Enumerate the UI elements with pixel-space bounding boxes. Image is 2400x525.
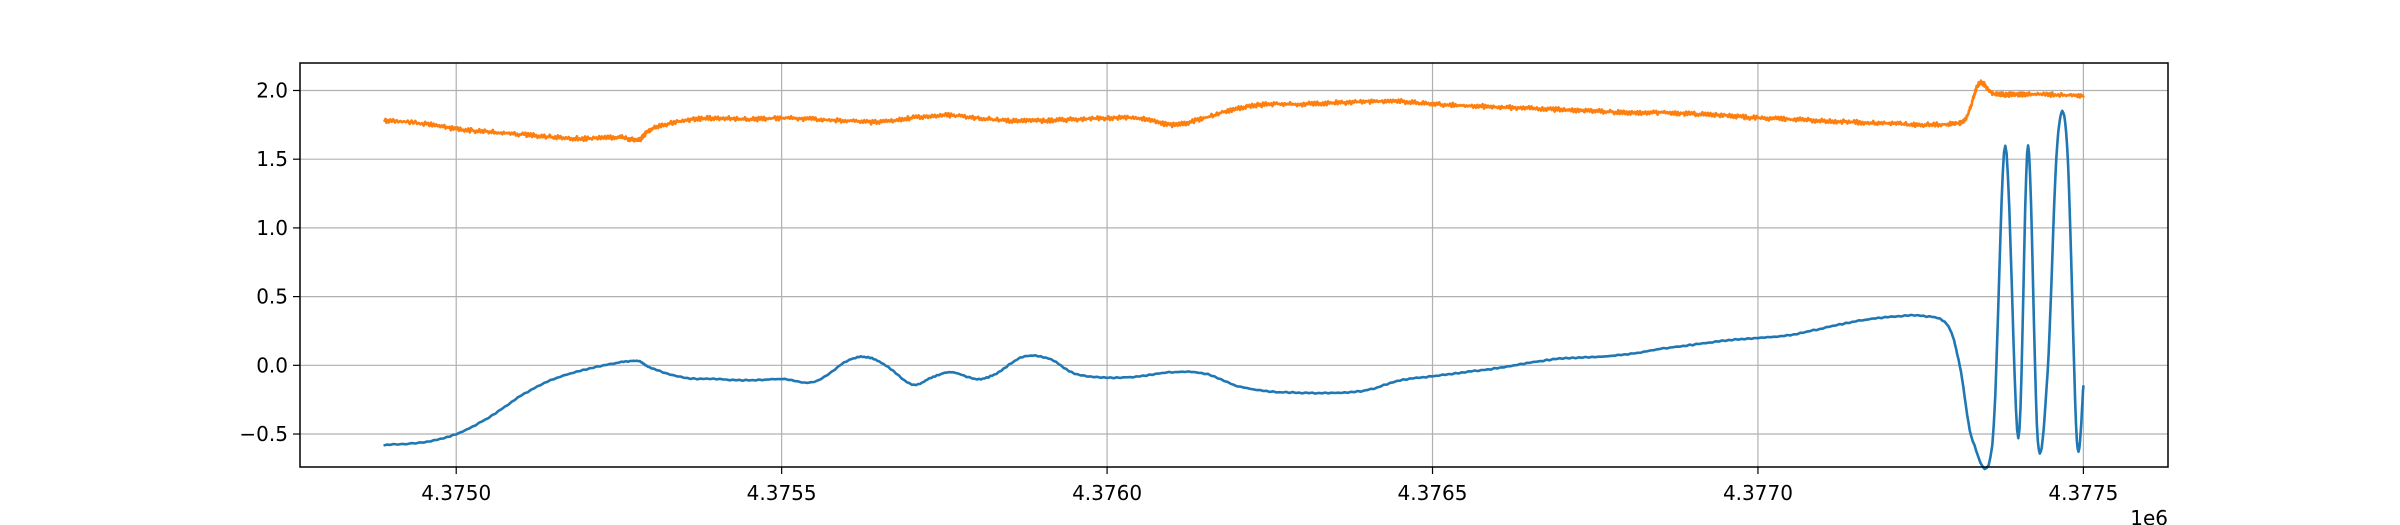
- y-tick-label: 0.5: [256, 285, 288, 309]
- y-tick-label: 0.0: [256, 353, 288, 377]
- y-tick-label: 1.0: [256, 216, 288, 240]
- series-layer: [383, 79, 2085, 471]
- x-tick-label: 4.3765: [1398, 481, 1468, 505]
- x-tick-label: 4.3750: [421, 481, 491, 505]
- plot-frame: [299, 62, 2169, 468]
- x-axis-offset-label: 1e6: [2130, 506, 2168, 525]
- x-tick-label: 4.3770: [1723, 481, 1793, 505]
- y-tick-label: 1.5: [256, 147, 288, 171]
- grid-layer: [300, 63, 2168, 467]
- x-tick-label: 4.3760: [1072, 481, 1142, 505]
- x-tick-label: 4.3755: [747, 481, 817, 505]
- series-line-1: [383, 109, 2085, 471]
- series-line-2: [383, 79, 2085, 143]
- y-tick-label: −0.5: [239, 422, 288, 446]
- y-tick-label: 2.0: [256, 78, 288, 102]
- axis-layer: 4.3750 4.3755 4.3760 4.3765 4.3770 4.3775 −0.5…: [239, 78, 2118, 505]
- x-tick-label: 4.3775: [2048, 481, 2118, 505]
